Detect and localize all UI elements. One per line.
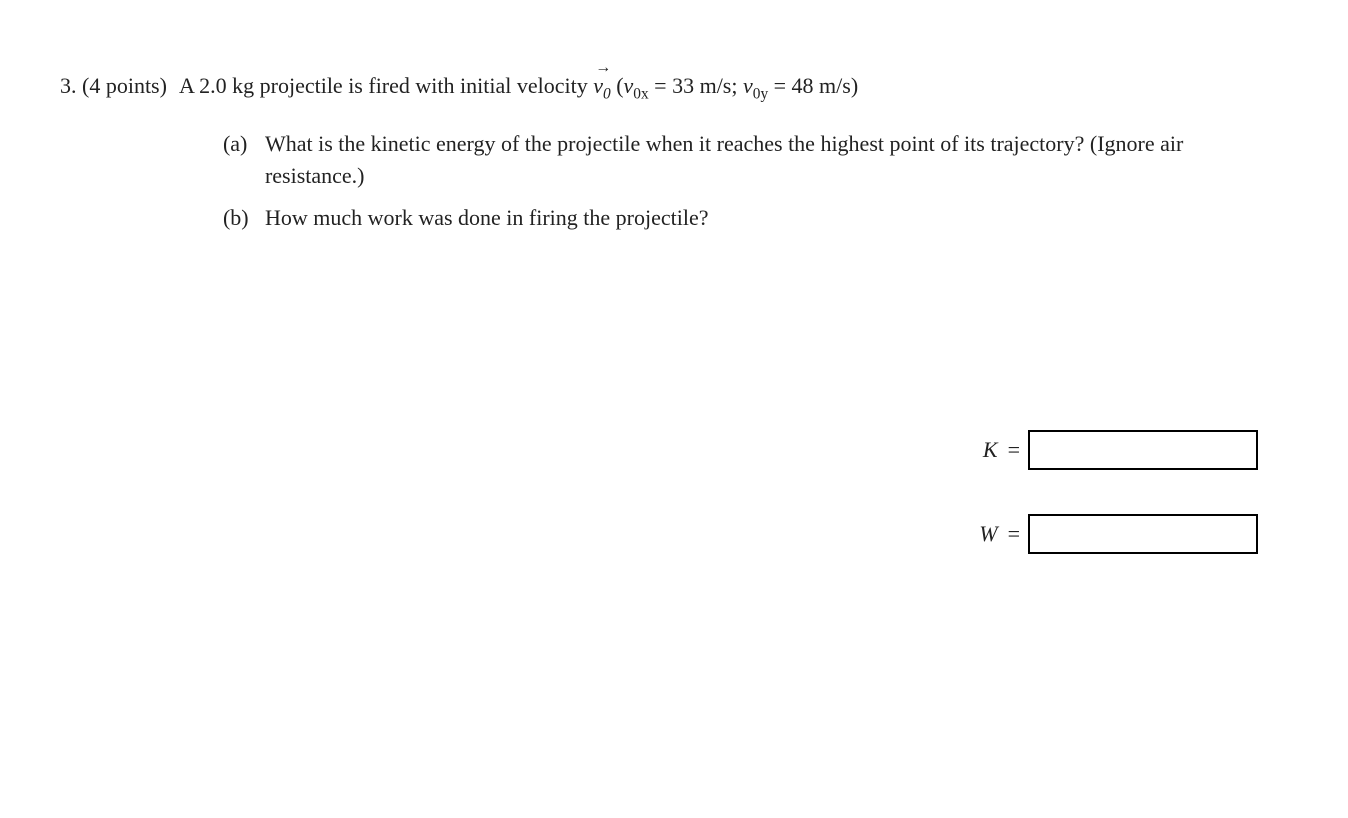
problem-stem: A 2.0 kg projectile is fired with initia… — [179, 70, 1288, 106]
v-sub0: 0 — [603, 85, 611, 102]
answer-w-row: W = — [979, 514, 1258, 554]
w-answer-box[interactable] — [1028, 514, 1258, 554]
paren-open: ( — [611, 73, 624, 98]
subpart-a-label: (a) — [223, 128, 255, 192]
voy-val: = 48 m/s) — [768, 73, 858, 98]
voy-v: v — [743, 73, 753, 98]
vox-v: v — [624, 73, 634, 98]
subparts: (a) What is the kinetic energy of the pr… — [179, 128, 1288, 234]
subpart-a: (a) What is the kinetic energy of the pr… — [223, 128, 1288, 192]
k-equals: = — [1008, 434, 1020, 466]
prob-num-text: 3. — [60, 73, 77, 98]
subpart-b: (b) How much work was done in firing the… — [223, 202, 1288, 234]
problem-body: A 2.0 kg projectile is fired with initia… — [179, 70, 1288, 243]
subpart-a-text: What is the kinetic energy of the projec… — [265, 128, 1288, 192]
vox-sub: 0x — [633, 85, 648, 102]
prob-points: (4 points) — [82, 73, 167, 98]
k-answer-box[interactable] — [1028, 430, 1258, 470]
answer-area: K = W = — [979, 430, 1258, 598]
w-equals: = — [1008, 518, 1020, 550]
k-label: K — [983, 434, 998, 466]
answer-k-row: K = — [979, 430, 1258, 470]
w-label: W — [979, 518, 997, 550]
subpart-b-text: How much work was done in firing the pro… — [265, 202, 709, 234]
problem-3: 3. (4 points) A 2.0 kg projectile is fir… — [60, 70, 1288, 243]
voy-sub: 0y — [753, 85, 768, 102]
stem-pre: A 2.0 kg projectile is fired with initia… — [179, 73, 593, 98]
v-sym: v — [593, 73, 603, 98]
vox-val: = 33 m/s; — [649, 73, 743, 98]
problem-number: 3. (4 points) — [60, 70, 167, 243]
subpart-b-label: (b) — [223, 202, 255, 234]
v0-vector: v0 — [593, 70, 610, 106]
